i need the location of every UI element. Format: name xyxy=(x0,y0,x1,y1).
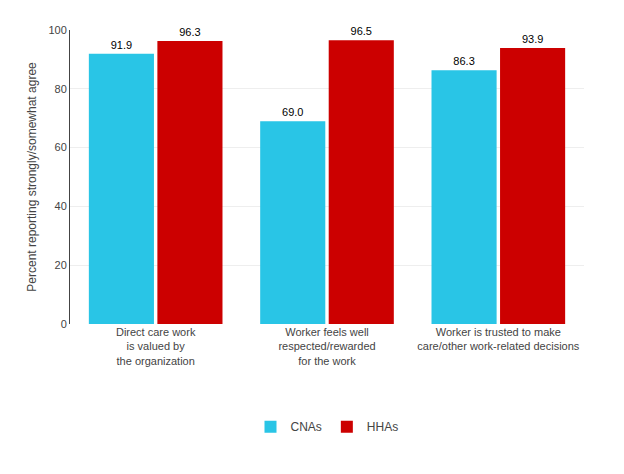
svg-text:40: 40 xyxy=(55,200,67,212)
svg-text:86.3: 86.3 xyxy=(453,55,474,67)
svg-text:91.9: 91.9 xyxy=(111,39,132,51)
svg-text:60: 60 xyxy=(55,141,67,153)
svg-text:20: 20 xyxy=(55,259,67,271)
svg-text:100: 100 xyxy=(48,24,66,36)
svg-text:93.9: 93.9 xyxy=(522,33,543,45)
svg-text:0: 0 xyxy=(61,318,67,330)
svg-text:Worker is trusted to makecare/: Worker is trusted to makecare/other work… xyxy=(417,326,580,352)
svg-text:80: 80 xyxy=(55,83,67,95)
svg-text:69.0: 69.0 xyxy=(282,106,303,118)
svg-text:Percent reporting strongly/som: Percent reporting strongly/somewhat agre… xyxy=(25,62,39,292)
svg-text:Worker feels wellrespected/rew: Worker feels wellrespected/rewardedfor t… xyxy=(278,326,375,367)
svg-text:HHAs: HHAs xyxy=(367,420,398,434)
svg-text:96.3: 96.3 xyxy=(179,26,200,38)
svg-text:Direct care workis valued byth: Direct care workis valued bythe organiza… xyxy=(116,326,196,367)
svg-text:CNAs: CNAs xyxy=(291,420,322,434)
svg-text:96.5: 96.5 xyxy=(351,25,372,37)
